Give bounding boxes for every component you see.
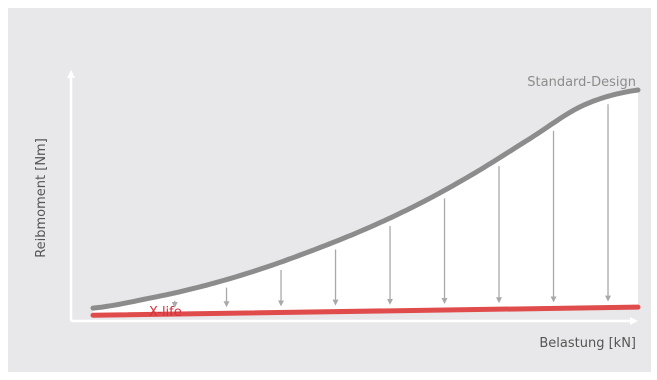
- friction-torque-chart: Standard-Design X-life Belastung [kN] Re…: [34, 70, 641, 351]
- legend-label-standard-design: Standard-Design: [527, 75, 636, 90]
- reduction-arrows: [171, 104, 612, 309]
- y-axis-label: Reibmoment [Nm]: [34, 138, 49, 258]
- x-axis-label: Belastung [kN]: [539, 336, 636, 351]
- series-line-x-life: [90, 304, 641, 318]
- chart-panel: Standard-Design X-life Belastung [kN] Re…: [8, 8, 651, 372]
- series-line-standard-design: [90, 87, 641, 311]
- reduction-area: [93, 90, 638, 316]
- legend-label-x-life: X-life: [149, 305, 182, 320]
